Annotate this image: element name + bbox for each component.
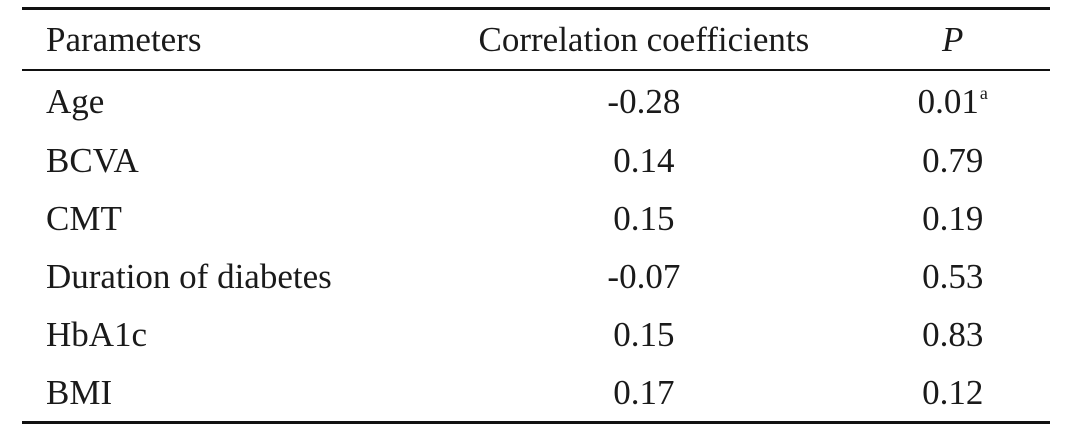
row-p-value: 0.12 [922,372,984,412]
row-parameter: BCVA [46,140,139,180]
table-row: Duration of diabetes -0.07 0.53 [22,247,1050,305]
row-parameter: Duration of diabetes [46,256,332,296]
table-header: Parameters Correlation coefficients P [22,8,1050,70]
correlation-table: Parameters Correlation coefficients P Ag… [22,7,1050,424]
correlation-table-container: Parameters Correlation coefficients P Ag… [22,7,1050,424]
table-row: CMT 0.15 0.19 [22,189,1050,247]
table-row: BMI 0.17 0.12 [22,363,1050,423]
row-p-value: 0.53 [922,256,984,296]
table-row: Age -0.28 0.01a [22,70,1050,131]
header-p-value: P [942,20,964,59]
row-correlation: -0.28 [607,81,681,121]
row-p-value: 0.19 [922,198,984,238]
row-parameter: Age [46,81,105,121]
row-correlation: 0.14 [613,140,675,180]
p-value-footnote-marker: a [979,82,988,103]
row-p-value-cell: 0.01a [855,70,1050,131]
header-row: Parameters Correlation coefficients P [22,8,1050,70]
row-p-value: 0.83 [922,314,984,354]
row-p-value: 0.01 [917,81,979,121]
row-parameter: HbA1c [46,314,148,354]
row-correlation: -0.07 [607,256,681,296]
header-parameters: Parameters [46,20,202,59]
row-correlation: 0.15 [613,198,675,238]
row-correlation: 0.17 [613,372,675,412]
table-row: HbA1c 0.15 0.83 [22,305,1050,363]
row-correlation: 0.15 [613,314,675,354]
row-parameter: BMI [46,372,113,412]
row-parameter: CMT [46,198,122,238]
row-p-value: 0.79 [922,140,984,180]
table-row: BCVA 0.14 0.79 [22,131,1050,189]
table-body: Age -0.28 0.01a BCVA 0.14 0.79 CMT 0.15 … [22,70,1050,423]
header-correlation-coefficients: Correlation coefficients [478,20,810,59]
